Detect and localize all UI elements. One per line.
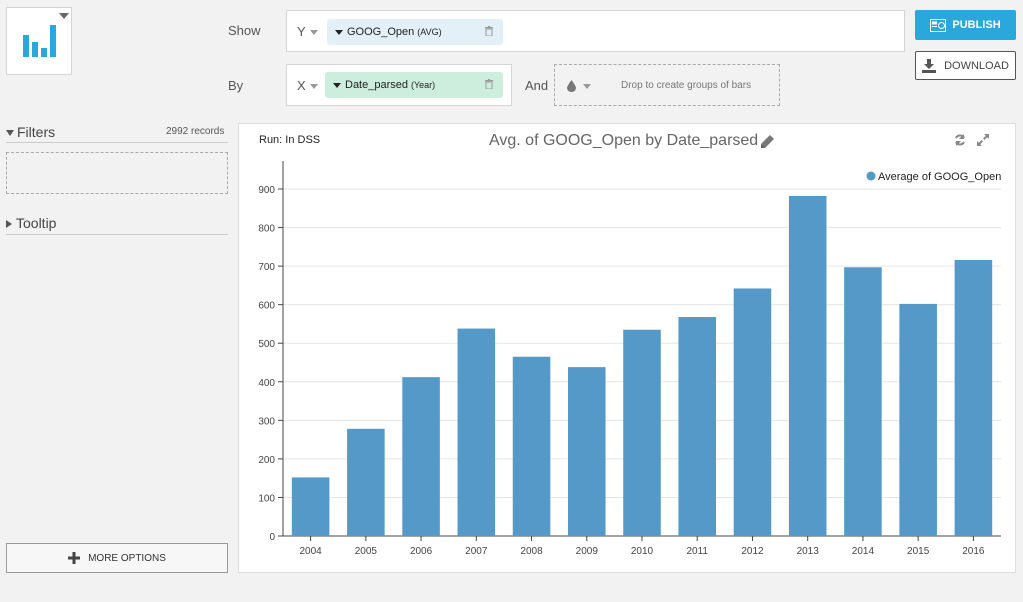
bar — [347, 428, 385, 536]
y-tick-label: 600 — [258, 301, 275, 312]
y-tick-label: 0 — [269, 532, 275, 543]
chevron-down-icon[interactable] — [59, 13, 69, 19]
chevron-down-icon — [309, 84, 318, 90]
record-count: 2992 records — [166, 126, 225, 137]
bar — [844, 267, 882, 536]
caret-right-icon — [6, 220, 12, 229]
x-tick-label: 2005 — [355, 546, 378, 557]
expand-icon[interactable] — [977, 134, 989, 146]
x-dimension-name: Date_parsed — [345, 79, 408, 91]
color-drop-icon[interactable] — [567, 80, 576, 92]
trash-icon[interactable] — [485, 26, 493, 36]
y-tick-label: 300 — [258, 416, 275, 427]
group-drop-zone[interactable]: Drop to create groups of bars — [554, 64, 780, 106]
trash-icon[interactable] — [485, 79, 493, 89]
download-icon — [922, 58, 937, 73]
x-tick-label: 2014 — [852, 546, 875, 557]
filters-label: Filters — [17, 124, 56, 140]
divider — [6, 234, 228, 235]
x-tick-label: 2007 — [465, 546, 488, 557]
tooltip-label: Tooltip — [16, 215, 57, 231]
chevron-down-icon — [309, 30, 318, 36]
publish-icon — [930, 18, 947, 32]
x-axis-shelf[interactable]: X Date_parsed (Year) — [286, 64, 512, 106]
y-measure-agg: (AVG) — [417, 27, 442, 37]
x-tick-label: 2006 — [410, 546, 433, 557]
x-axis-letter: X — [297, 78, 306, 93]
x-axis-selector[interactable]: X — [297, 78, 318, 93]
bar-chart: 0 100 200 300 400 500 600 700 800 900 2004 2005 2006… — [258, 161, 1001, 557]
x-tick-label: 2016 — [962, 546, 985, 557]
filters-header[interactable]: Filters — [6, 124, 55, 140]
y-tick-label: 400 — [258, 378, 275, 389]
y-axis-letter: Y — [297, 24, 306, 39]
filter-drop-zone[interactable] — [6, 152, 228, 194]
x-tick-label: 2013 — [797, 546, 820, 557]
y-tick-label: 100 — [258, 493, 275, 504]
bar — [788, 195, 827, 536]
legend-label: Average of GOOG_Open — [878, 171, 1001, 183]
bar — [457, 328, 496, 536]
chart-title: Avg. of GOOG_Open by Date_parsed — [489, 132, 759, 149]
chevron-down-icon[interactable] — [333, 82, 341, 88]
plus-icon — [68, 552, 81, 564]
y-tick-label: 500 — [258, 339, 275, 350]
bar — [678, 317, 717, 536]
y-axis-shelf[interactable]: Y GOOG_Open (AVG) — [286, 10, 905, 52]
x-dimension-pill[interactable]: Date_parsed (Year) — [325, 72, 503, 98]
caret-down-icon — [6, 130, 14, 137]
y-axis-selector[interactable]: Y — [297, 24, 318, 39]
tooltip-header[interactable]: Tooltip — [6, 215, 56, 231]
x-dimension-binning: (Year) — [411, 80, 436, 90]
bar — [899, 303, 937, 536]
x-tick-label: 2009 — [576, 546, 599, 557]
divider — [6, 142, 228, 143]
y-tick-label: 700 — [258, 262, 275, 273]
legend-marker — [866, 171, 876, 181]
y-tick-label: 800 — [258, 224, 275, 235]
chevron-down-icon[interactable] — [583, 84, 591, 89]
x-tick-label: 2008 — [520, 546, 543, 557]
chart-type-picker[interactable] — [6, 7, 72, 75]
bar — [512, 356, 551, 536]
y-measure-pill[interactable]: GOOG_Open (AVG) — [327, 19, 503, 45]
bar — [623, 329, 661, 536]
download-button[interactable]: DOWNLOAD — [915, 51, 1016, 80]
x-tick-label: 2011 — [686, 546, 708, 557]
more-options-label: MORE OPTIONS — [88, 552, 166, 564]
x-tick-label: 2012 — [741, 546, 764, 557]
bar — [291, 477, 330, 536]
by-label: By — [228, 78, 244, 93]
publish-button[interactable]: PUBLISH — [915, 10, 1016, 40]
bar — [402, 377, 440, 536]
chart-panel: Run: In DSS Avg. of GOOG_Open by Date_pa… — [238, 123, 1016, 573]
run-engine-label: Run: In DSS — [259, 134, 321, 146]
chevron-down-icon[interactable] — [335, 29, 343, 35]
y-measure-name: GOOG_Open — [347, 26, 415, 38]
refresh-icon[interactable] — [954, 134, 966, 146]
bar — [567, 367, 606, 536]
x-tick-label: 2015 — [907, 546, 930, 557]
and-label: And — [525, 78, 549, 93]
bar — [954, 259, 993, 536]
y-tick-label: 900 — [258, 185, 275, 196]
more-options-button[interactable]: MORE OPTIONS — [6, 543, 228, 573]
x-tick-label: 2010 — [631, 546, 654, 557]
publish-label: PUBLISH — [952, 19, 1001, 31]
y-tick-label: 200 — [258, 455, 275, 466]
bar — [733, 288, 772, 536]
x-tick-label: 2004 — [299, 546, 322, 557]
show-label: Show — [228, 23, 261, 38]
bar-chart-icon — [23, 25, 56, 57]
pencil-icon[interactable] — [759, 134, 775, 150]
group-drop-placeholder: Drop to create groups of bars — [621, 80, 752, 91]
download-label: DOWNLOAD — [944, 59, 1009, 72]
